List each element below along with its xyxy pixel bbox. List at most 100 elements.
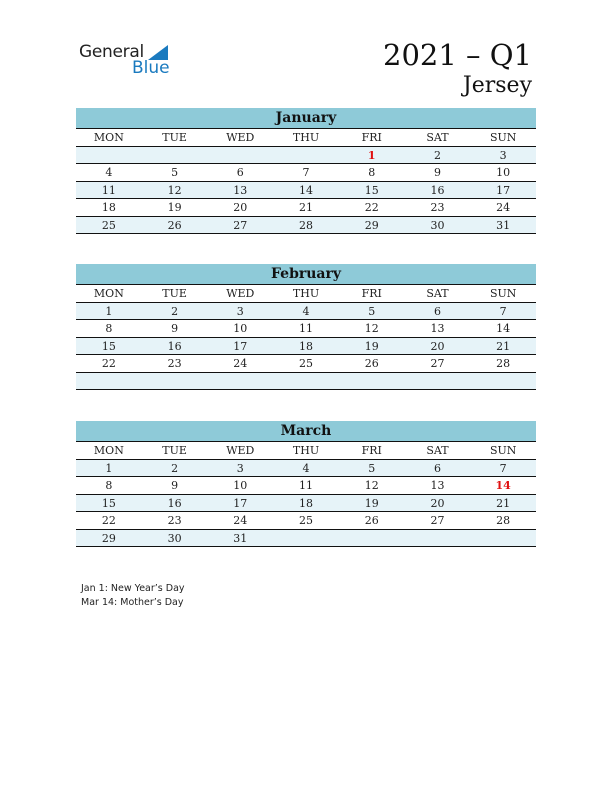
week-row: 11 12 13 14 15 16 17 [76,181,536,200]
day-cell: 18 [299,496,314,510]
day-cell: 22 [101,357,116,371]
day-cell: 4 [302,305,310,318]
day-cell [207,147,273,163]
week-row: 25 26 27 28 29 30 31 [76,216,536,234]
day-cell: 9 [433,166,441,180]
day-cell: 20 [430,496,445,510]
day-cell: 3 [499,149,507,162]
logo-triangle-icon [148,45,168,60]
day-cell [207,373,273,389]
day-cell [470,373,536,389]
day-cell: 27 [233,218,248,232]
holiday-day-cell: 1 [367,149,376,162]
weekday-label: TUE [162,131,187,144]
day-cell: 10 [233,322,248,336]
week-row: 15 16 17 18 19 20 21 [76,337,536,356]
week-row: 4 5 6 7 8 9 10 [76,164,536,182]
day-cell: 26 [364,357,379,371]
day-cell: 28 [496,357,511,371]
day-cell: 19 [167,201,182,215]
day-cell: 13 [430,479,445,493]
weekday-label: FRI [361,444,382,457]
weekday-label: THU [292,131,320,144]
month-title: January [76,108,536,129]
day-cell: 6 [236,166,244,180]
day-cell: 10 [233,479,248,493]
day-cell: 12 [364,479,379,493]
day-cell: 22 [364,201,379,215]
day-cell: 9 [171,479,179,493]
page-title: 2021 – Q1 [383,38,532,72]
day-cell [273,373,339,389]
day-cell: 17 [233,339,248,353]
day-cell: 5 [368,305,376,318]
weekday-label: THU [292,287,320,300]
logo-general: General [79,42,144,62]
day-cell: 3 [236,462,244,475]
day-cell [405,373,471,389]
day-cell: 8 [105,322,113,336]
weekday-label: FRI [361,287,382,300]
month-march: March MON TUE WED THU FRI SAT SUN 1 2 3 4 5 6 7 8 9 10 11 1… [76,421,536,547]
day-cell: 27 [430,514,445,528]
day-cell: 11 [299,322,314,336]
weekday-header-row: MON TUE WED THU FRI SAT SUN [76,129,536,147]
week-row: 8 9 10 11 12 13 14 [76,320,536,338]
week-row: 1 2 3 4 5 6 7 [76,460,536,478]
day-cell: 21 [496,339,511,353]
day-cell: 15 [101,496,116,510]
day-cell [76,373,142,389]
day-cell: 16 [167,339,182,353]
weekday-label: SUN [489,444,517,457]
day-cell: 23 [167,357,182,371]
day-cell: 1 [105,462,113,475]
day-cell: 13 [430,322,445,336]
day-cell: 7 [499,462,507,475]
day-cell: 28 [496,514,511,528]
weekday-label: MON [93,131,124,144]
day-cell: 6 [433,305,441,318]
day-cell: 20 [233,201,248,215]
day-cell: 12 [364,322,379,336]
day-cell: 5 [368,462,376,475]
week-row: 22 23 24 25 26 27 28 [76,355,536,373]
day-cell: 30 [167,531,182,545]
weekday-label: MON [93,287,124,300]
weekday-label: MON [93,444,124,457]
day-cell: 2 [171,462,179,475]
day-cell: 12 [167,183,182,197]
day-cell: 28 [299,218,314,232]
day-cell: 25 [101,218,116,232]
holiday-note: Jan 1: New Year’s Day [81,583,185,594]
week-row: 1 2 3 4 5 6 7 [76,303,536,321]
day-cell: 17 [496,183,511,197]
day-cell: 3 [236,305,244,318]
day-cell: 4 [105,166,113,180]
weekday-label: WED [226,131,255,144]
day-cell: 18 [101,201,116,215]
day-cell: 5 [171,166,179,180]
day-cell: 21 [496,496,511,510]
day-cell [339,530,405,546]
day-cell: 6 [433,462,441,475]
weekday-label: SAT [426,444,449,457]
day-cell: 11 [299,479,314,493]
day-cell: 1 [105,305,113,318]
day-cell: 31 [233,531,248,545]
day-cell: 20 [430,339,445,353]
weekday-label: TUE [162,444,187,457]
weekday-header-row: MON TUE WED THU FRI SAT SUN [76,442,536,460]
day-cell: 24 [233,357,248,371]
day-cell: 2 [171,305,179,318]
day-cell: 26 [167,218,182,232]
day-cell: 18 [299,339,314,353]
week-row: 15 16 17 18 19 20 21 [76,494,536,513]
week-row: 8 9 10 11 12 13 14 [76,477,536,495]
day-cell: 16 [167,496,182,510]
day-cell: 27 [430,357,445,371]
month-february: February MON TUE WED THU FRI SAT SUN 1 2 3 4 5 6 7 8 9 10… [76,264,536,390]
day-cell [339,373,405,389]
day-cell [273,147,339,163]
day-cell [273,530,339,546]
day-cell: 14 [299,183,314,197]
